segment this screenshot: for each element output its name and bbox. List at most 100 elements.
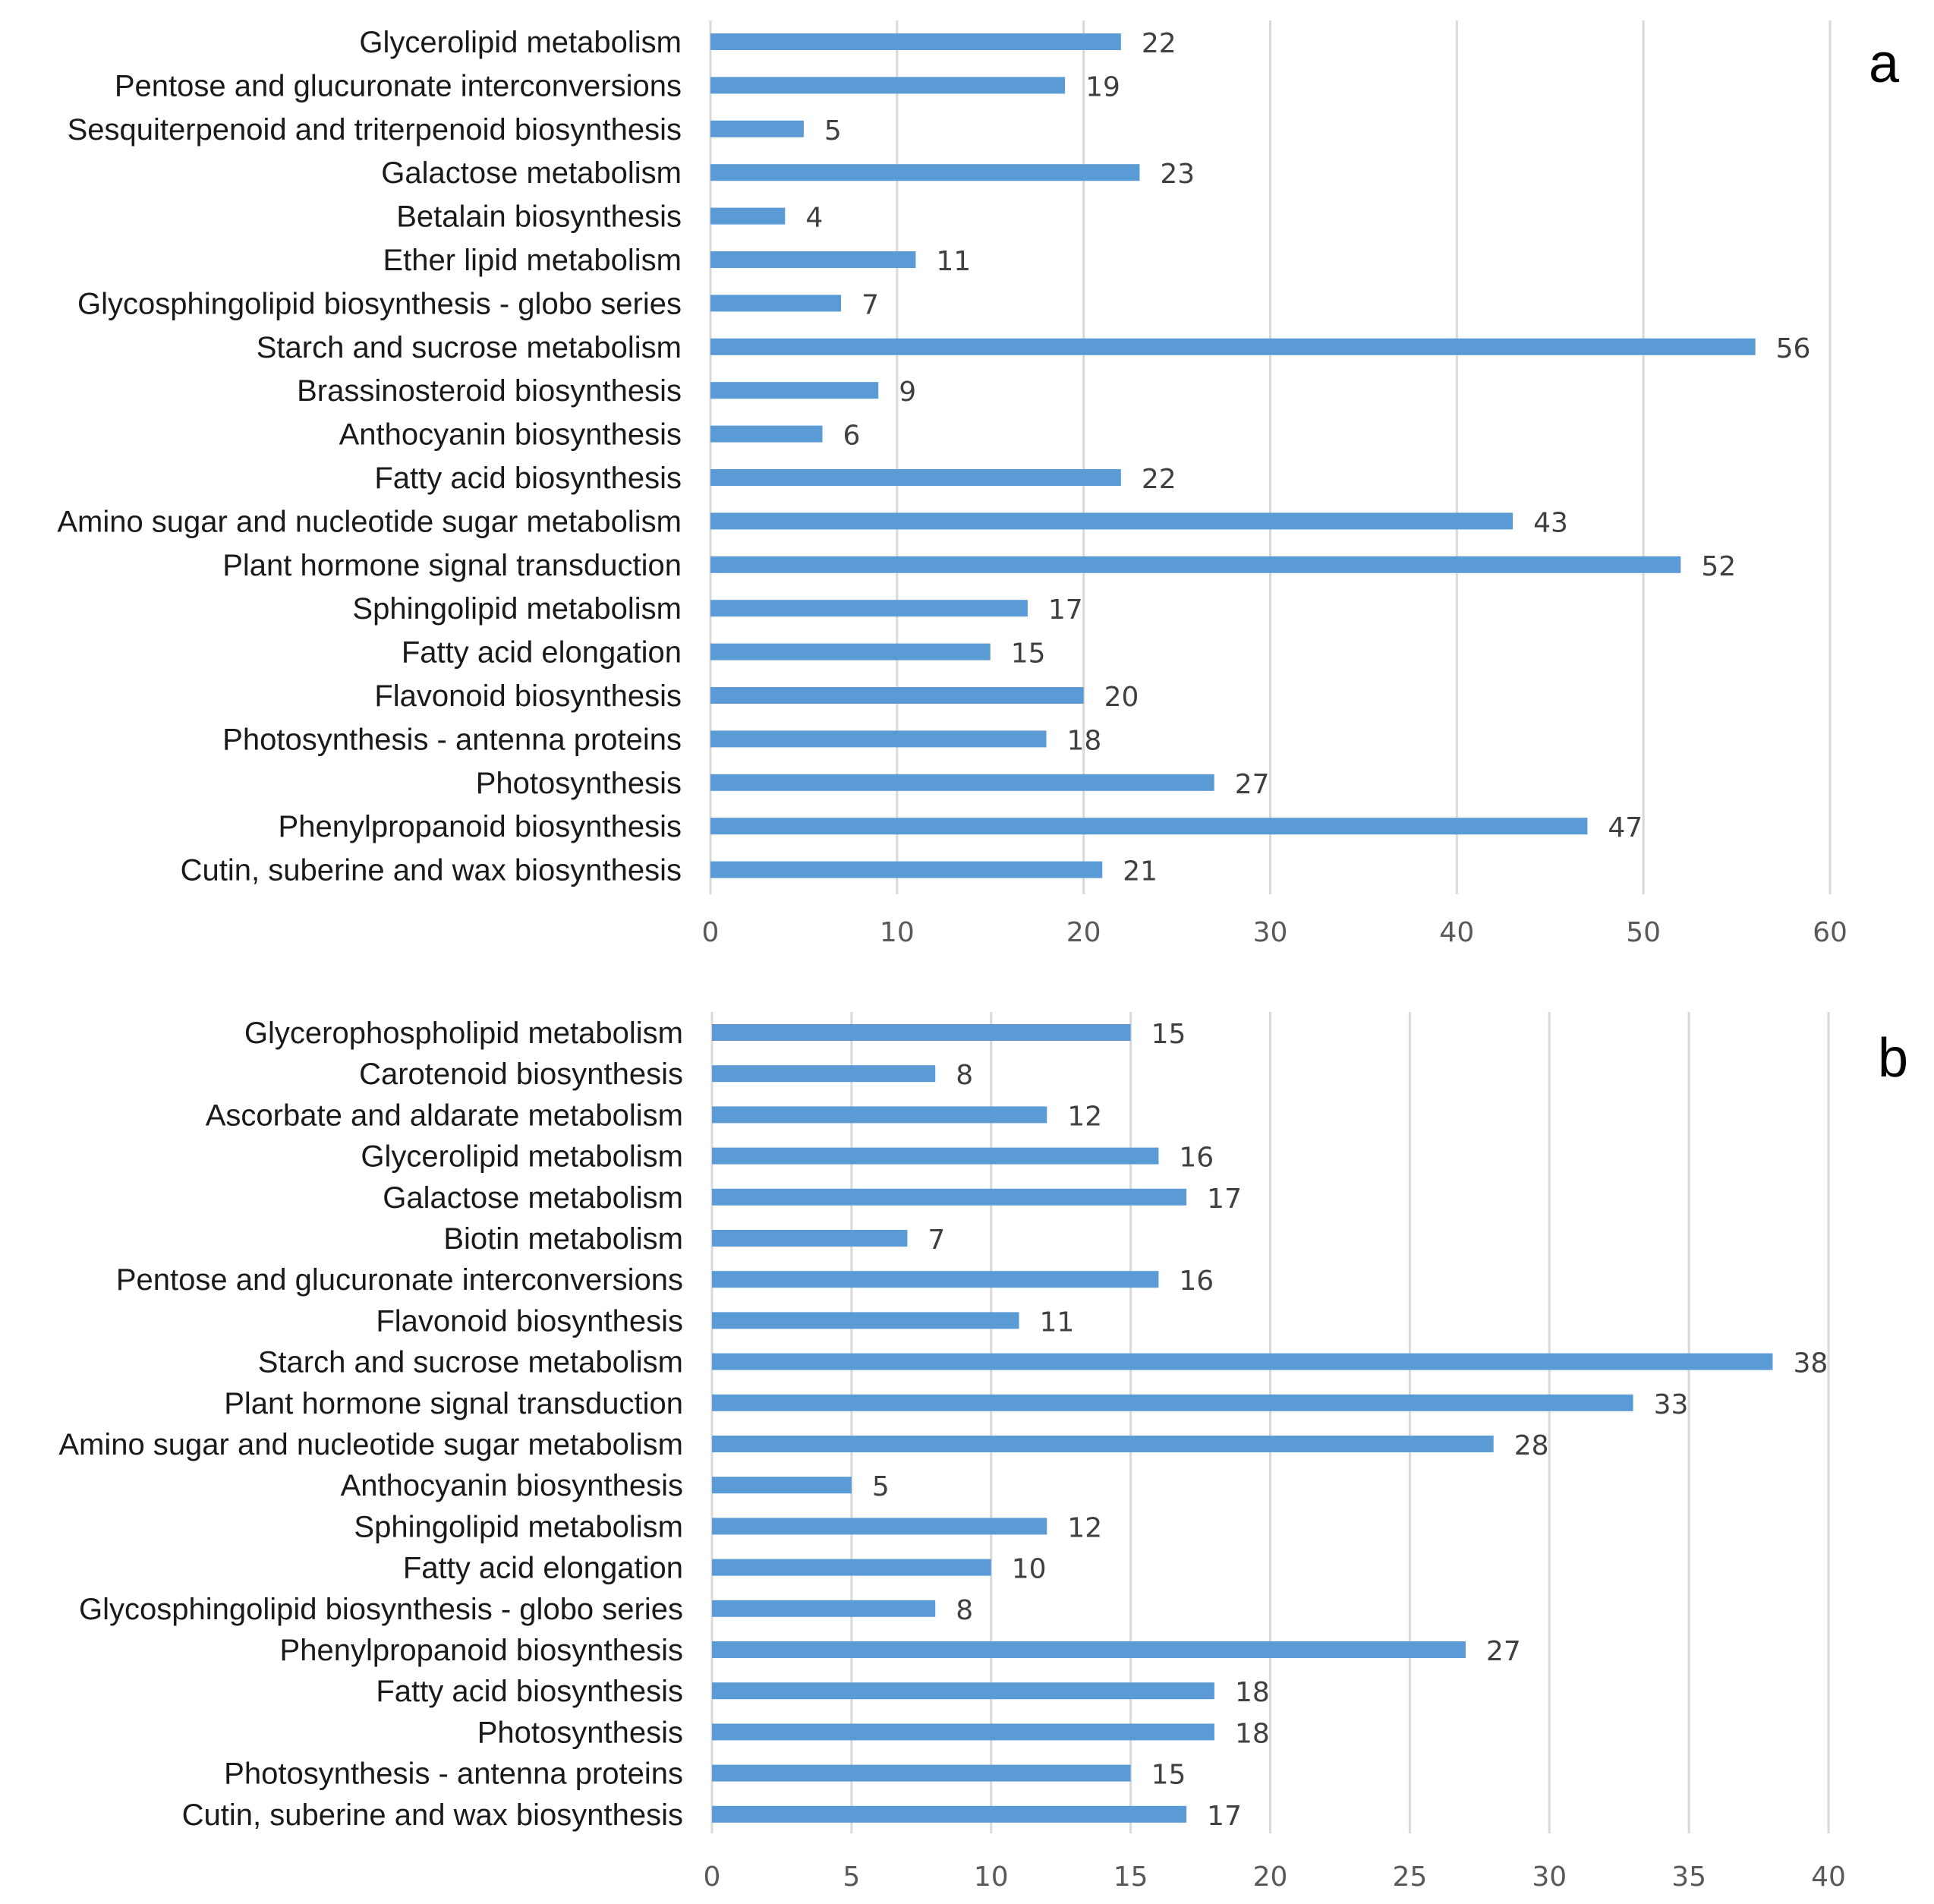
x-tick-label: 0 xyxy=(702,917,720,948)
category-label: Amino sugar and nucleotide sugar metabol… xyxy=(58,1428,683,1461)
bar xyxy=(710,512,1513,530)
data-label: 43 xyxy=(1533,507,1568,538)
category-label: Galactose metabolism xyxy=(381,156,682,190)
bar xyxy=(712,1723,1214,1741)
data-label: 10 xyxy=(1012,1554,1047,1585)
x-tick-label: 0 xyxy=(704,1861,721,1893)
x-tick-label: 35 xyxy=(1671,1861,1706,1893)
data-label: 8 xyxy=(956,1060,973,1091)
category-label: Pentose and glucuronate interconversions xyxy=(115,69,682,102)
bar xyxy=(712,1600,936,1617)
data-label: 33 xyxy=(1654,1389,1689,1420)
data-label: 5 xyxy=(824,115,842,147)
data-label: 11 xyxy=(936,246,971,277)
data-label: 38 xyxy=(1793,1348,1828,1379)
bar xyxy=(712,1559,991,1576)
category-label: Fatty acid elongation xyxy=(403,1552,683,1585)
data-label: 20 xyxy=(1104,682,1139,713)
category-label: Ether lipid metabolism xyxy=(383,244,682,277)
bar xyxy=(710,818,1588,835)
category-label: Photosynthesis xyxy=(476,767,682,800)
bar xyxy=(712,1641,1466,1658)
data-label: 6 xyxy=(843,421,861,452)
bar xyxy=(712,1230,908,1247)
category-label: Pentose and glucuronate interconversions xyxy=(116,1263,683,1297)
data-label: 19 xyxy=(1085,71,1120,102)
chart-panel-b: 0 5 10 15 20 25 30 35 40 Glycerophospholipid meta… xyxy=(58,1012,1908,1893)
data-label: 47 xyxy=(1608,812,1643,843)
bar xyxy=(710,251,916,268)
category-label: Sphingolipid metabolism xyxy=(354,1510,683,1543)
category-label: Glycerophospholipid metabolism xyxy=(244,1017,683,1050)
x-tick-label: 15 xyxy=(1113,1861,1148,1893)
bar xyxy=(712,1065,936,1083)
category-label: Photosynthesis - antenna proteins xyxy=(222,723,682,756)
category-label: Brassinosteroid biosynthesis xyxy=(297,374,682,408)
bar xyxy=(712,1024,1131,1041)
category-label: Plant hormone signal transduction xyxy=(224,1387,683,1420)
chart-panel-a: 0 10 20 30 40 50 60 Glycerolipid metabolism 22 Pe… xyxy=(57,20,1900,948)
x-tick-label: 20 xyxy=(1253,1861,1288,1893)
data-label: 5 xyxy=(872,1471,890,1502)
data-label: 12 xyxy=(1067,1101,1102,1132)
bar xyxy=(710,207,786,225)
category-label: Glycosphingolipid biosynthesis - globo s… xyxy=(79,1593,683,1626)
bar xyxy=(712,1805,1187,1823)
category-label: Betalain biosynthesis xyxy=(396,200,682,234)
category-label: Glycosphingolipid biosynthesis - globo s… xyxy=(77,287,682,320)
category-label: Carotenoid biosynthesis xyxy=(359,1058,683,1091)
bar xyxy=(710,469,1121,486)
bar xyxy=(712,1147,1159,1165)
bar xyxy=(710,77,1066,94)
bar xyxy=(710,730,1047,748)
data-label: 15 xyxy=(1151,1019,1186,1050)
data-label: 16 xyxy=(1179,1266,1214,1297)
data-label: 18 xyxy=(1235,1677,1270,1708)
bar xyxy=(710,295,842,312)
category-label: Ascorbate and aldarate metabolism xyxy=(206,1099,683,1132)
category-label: Phenylpropanoid biosynthesis xyxy=(279,810,682,843)
data-label: 7 xyxy=(861,289,879,320)
x-tick-label: 40 xyxy=(1439,917,1474,948)
category-label: Galactose metabolism xyxy=(383,1181,683,1215)
bar xyxy=(712,1106,1047,1124)
category-label: Phenylpropanoid biosynthesis xyxy=(280,1634,683,1667)
data-label: 12 xyxy=(1067,1512,1102,1543)
category-label: Flavonoid biosynthesis xyxy=(374,679,682,713)
bar xyxy=(710,861,1103,878)
bar xyxy=(710,33,1121,50)
x-tick-label: 60 xyxy=(1813,917,1847,948)
category-label: Anthocyanin biosynthesis xyxy=(341,1469,683,1502)
bar xyxy=(712,1518,1047,1535)
data-label: 27 xyxy=(1235,769,1270,800)
bar xyxy=(712,1764,1131,1782)
data-label: 15 xyxy=(1011,638,1046,670)
bar xyxy=(712,1312,1019,1329)
data-label: 9 xyxy=(899,377,916,408)
bar xyxy=(710,425,823,443)
data-label: 22 xyxy=(1142,28,1176,59)
x-tick-label: 30 xyxy=(1532,1861,1567,1893)
bar xyxy=(710,338,1756,355)
x-tick-label: 10 xyxy=(974,1861,1009,1893)
data-label: 17 xyxy=(1207,1801,1242,1832)
x-tick-label: 50 xyxy=(1626,917,1661,948)
bar xyxy=(712,1271,1159,1288)
category-label: Starch and sucrose metabolism xyxy=(258,1346,683,1379)
category-label: Biotin metabolism xyxy=(443,1222,683,1256)
category-label: Fatty acid biosynthesis xyxy=(376,1675,683,1708)
category-label: Anthocyanin biosynthesis xyxy=(339,418,682,452)
category-label: Cutin, suberine and wax biosynthesis xyxy=(182,1798,683,1832)
category-label: Photosynthesis xyxy=(477,1716,683,1749)
category-label: Glycerolipid metabolism xyxy=(359,26,682,59)
data-label: 56 xyxy=(1776,333,1811,364)
bar xyxy=(712,1436,1494,1452)
category-label: Amino sugar and nucleotide sugar metabol… xyxy=(57,505,682,538)
category-label: Starch and sucrose metabolism xyxy=(257,331,682,364)
data-label: 18 xyxy=(1235,1718,1270,1749)
category-label: Fatty acid biosynthesis xyxy=(374,462,682,495)
data-label: 11 xyxy=(1040,1307,1075,1338)
category-label: Sphingolipid metabolism xyxy=(352,592,682,626)
data-label: 16 xyxy=(1179,1143,1214,1174)
